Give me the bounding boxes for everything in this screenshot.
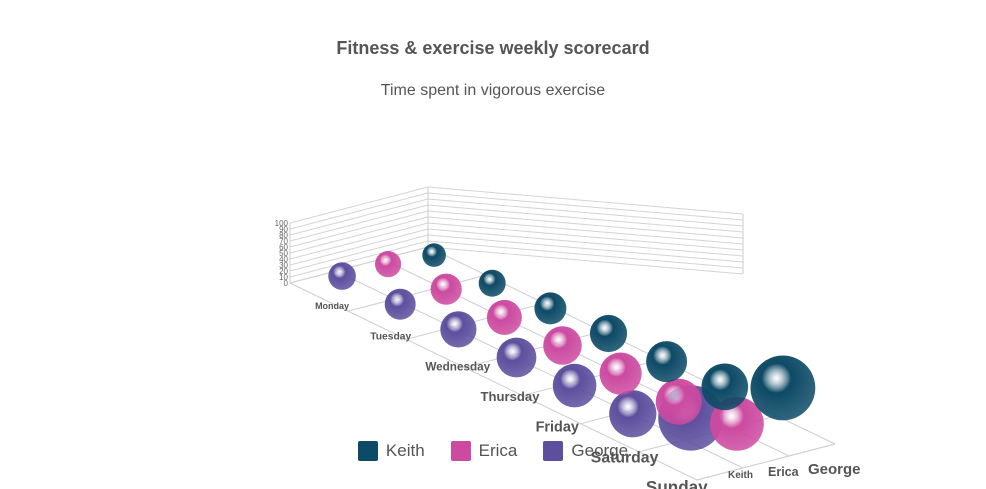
back-wall-gridline [427,240,744,269]
legend-swatch-erica [450,441,471,461]
left-wall-gridline [289,222,429,260]
bubble-george-friday[interactable] [552,363,597,408]
legend-swatch-george [543,441,564,461]
left-wall-gridline [289,240,429,278]
legend-swatch-keith [357,441,378,461]
chart-title: Fitness & exercise weekly scorecard [336,38,650,58]
x-category-label: Wednesday [425,360,490,373]
y-tick-label: 70 [279,237,288,246]
bubble-keith-saturday[interactable] [701,363,749,411]
back-wall-gridline [427,210,744,239]
legend-label-keith: Keith [385,441,425,460]
chart-bubbles [328,243,816,451]
y-tick-label: 30 [279,261,288,270]
y-tick-label: 40 [279,255,288,264]
bubble-george-tuesday[interactable] [384,288,416,320]
z-category-label: George [808,461,861,478]
left-wall-gridline [289,228,429,266]
bubble-erica-sunday[interactable] [710,397,764,451]
bubble-keith-wednesday[interactable] [534,292,567,325]
x-category-label: Thursday [481,389,541,404]
floor-gridline-x [406,302,545,340]
chart-legend: Keith Erica George [0,441,986,461]
y-tick-label: 20 [279,267,288,276]
floor-gridline-x [289,246,429,284]
floor-gridline-x [348,274,487,312]
bubble-keith-monday[interactable] [422,243,446,267]
legend-label-george: George [571,441,629,460]
floor-edge-front [696,443,836,481]
back-wall-gridline [427,186,744,215]
bubble-erica-thursday[interactable] [543,326,582,365]
legend-item-keith[interactable]: Keith [357,441,425,461]
floor-gridline-z [289,282,698,481]
x-category-label: Friday [536,420,579,436]
legend-item-george[interactable]: George [543,441,628,461]
y-tick-label: 10 [279,273,288,282]
y-tick-label: 60 [279,243,288,252]
y-tick-label: 80 [279,231,288,240]
bubble-george-saturday[interactable] [609,390,657,438]
bubble-erica-tuesday[interactable] [430,273,462,305]
bubble-george-thursday[interactable] [496,337,537,378]
chart-grid [289,186,836,481]
x-category-label: Saturday [591,449,659,466]
y-tick-label: 0 [284,279,289,288]
bubble-erica-monday[interactable] [375,251,402,278]
left-wall-gridline [289,216,429,254]
back-wall-gridline [427,216,744,245]
legend-label-erica: Erica [478,441,518,460]
chart-subtitle: Time spent in vigorous exercise [380,82,606,99]
y-tick-label: 100 [275,219,289,228]
back-wall-gridline [427,222,744,251]
bubble-george-monday[interactable] [328,262,356,290]
left-wall-gridline [289,234,429,272]
bubble-keith-sunday[interactable] [750,355,816,421]
bubble-george-wednesday[interactable] [440,311,477,348]
back-wall-gridline [427,204,744,233]
back-wall-gridline [427,228,744,257]
x-category-label: Sunday [646,478,708,489]
z-category-label: Keith [728,470,753,481]
left-wall-gridline [289,210,429,248]
bubble-keith-friday[interactable] [646,341,688,383]
legend-item-erica[interactable]: Erica [450,441,518,461]
z-category-label: Erica [768,465,800,479]
left-wall-gridline [289,192,429,230]
y-tick-label: 50 [279,249,288,258]
left-wall-gridline [289,186,429,224]
y-tick-label: 90 [279,225,288,234]
back-wall-gridline [427,192,744,221]
bubble-erica-wednesday[interactable] [486,299,522,335]
bubble-keith-thursday[interactable] [589,314,628,353]
back-wall-gridline [427,234,744,263]
bubble-erica-saturday[interactable] [655,378,702,425]
left-wall-gridline [289,198,429,236]
x-category-label: Monday [315,301,349,311]
back-wall-gridline [427,246,744,275]
left-wall-gridline [289,204,429,242]
bubble-erica-friday[interactable] [599,352,642,395]
bubble-keith-tuesday[interactable] [478,269,506,297]
back-wall-gridline [427,198,744,227]
x-category-label: Tuesday [370,332,411,343]
